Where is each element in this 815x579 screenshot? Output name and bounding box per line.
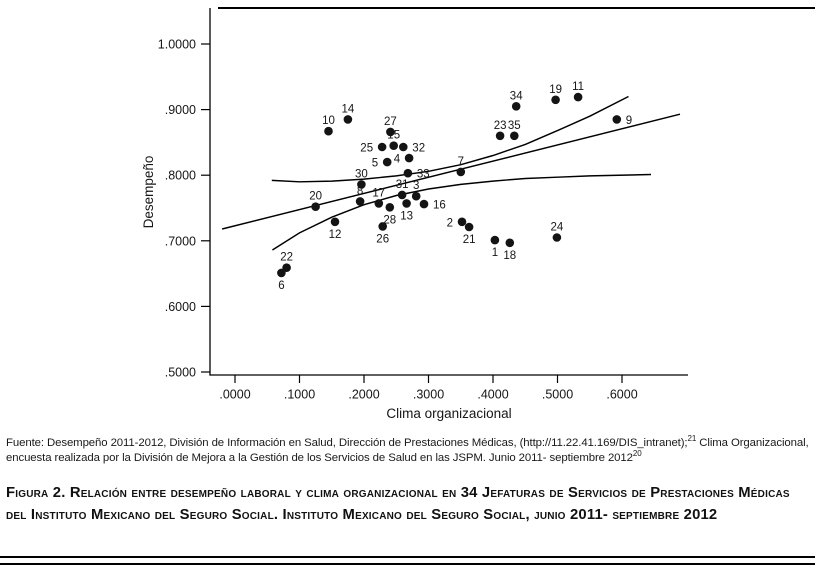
- y-tick-label: .6000: [165, 300, 196, 314]
- source-note: Fuente: Desempeño 2011-2012, División de…: [6, 434, 809, 466]
- data-point-1: [490, 235, 500, 245]
- data-point-18: [505, 238, 515, 248]
- x-axis-title: Clima organizacional: [386, 406, 511, 421]
- data-point-label-12: 12: [329, 229, 342, 241]
- data-point-12: [330, 217, 340, 227]
- data-point-label-5: 5: [372, 158, 378, 170]
- data-point-4: [404, 153, 414, 163]
- data-point-21: [464, 222, 474, 232]
- data-point-label-14: 14: [342, 103, 355, 115]
- data-point-35: [510, 131, 519, 141]
- x-tick-label: .3000: [413, 388, 444, 402]
- data-point-label-4: 4: [394, 154, 401, 166]
- bottom-rules: [0, 556, 815, 565]
- data-point-label-22: 22: [280, 252, 293, 264]
- data-point-7: [456, 167, 466, 177]
- data-point-24: [552, 233, 562, 242]
- data-point-label-6: 6: [278, 280, 284, 292]
- y-tick-label: .9000: [165, 103, 196, 117]
- lower-confidence-band: [272, 173, 652, 251]
- data-point-10: [324, 126, 333, 136]
- data-point-label-7: 7: [458, 156, 464, 168]
- x-tick-label: .5000: [542, 388, 573, 402]
- y-tick-label: .7000: [165, 234, 196, 248]
- top-rule: [218, 7, 815, 9]
- data-point-2: [457, 217, 467, 227]
- data-point-3: [411, 191, 421, 201]
- data-point-8: [355, 197, 365, 206]
- data-point-9: [612, 115, 622, 124]
- regression-line: [221, 113, 681, 230]
- data-point-label-10: 10: [322, 115, 335, 127]
- y-tick-label: 1.0000: [158, 38, 196, 52]
- data-point-15: [389, 141, 399, 150]
- data-point-17: [374, 199, 384, 208]
- data-point-label-24: 24: [551, 222, 564, 234]
- data-point-label-2: 2: [447, 217, 453, 229]
- data-point-label-19: 19: [549, 84, 562, 96]
- figure-caption: Figura 2. Relación entre desempeño labor…: [6, 485, 790, 524]
- data-point-label-27: 27: [384, 116, 397, 128]
- bottom-rule-thick: [0, 556, 815, 558]
- x-tick-label: .0000: [219, 388, 250, 402]
- data-point-label-1: 1: [492, 247, 498, 259]
- y-axis-title: Desempeño: [141, 156, 156, 229]
- data-point-34: [511, 102, 521, 111]
- source-note-superscript-2: 20: [632, 449, 642, 459]
- y-tick-label: .5000: [165, 366, 196, 380]
- data-point-label-20: 20: [309, 191, 322, 203]
- x-tick-label: .1000: [284, 388, 315, 402]
- data-point-33: [403, 168, 413, 178]
- upper-confidence-band: [271, 95, 629, 183]
- bottom-rule-thin: [0, 563, 815, 565]
- data-point-label-23: 23: [494, 120, 507, 132]
- data-point-13: [402, 199, 411, 208]
- data-point-32: [399, 142, 408, 152]
- data-point-label-11: 11: [572, 81, 584, 93]
- data-point-28: [385, 203, 395, 212]
- y-tick-label: .8000: [165, 169, 196, 183]
- data-point-label-34: 34: [510, 90, 523, 102]
- source-note-text-1: Fuente: Desempeño 2011-2012, División de…: [6, 437, 688, 449]
- data-point-27: [386, 127, 395, 137]
- data-point-19: [551, 95, 560, 105]
- scatter-plot-svg: 1.0000 .9000 .8000 .7000 .6000 .5000 .0000 .100…: [141, 8, 688, 421]
- data-point-16: [419, 199, 429, 209]
- scatter-chart: 1.0000 .9000 .8000 .7000 .6000 .5000 .0000 .100…: [141, 8, 688, 421]
- data-point-5: [382, 157, 392, 167]
- data-point-14: [343, 115, 353, 124]
- data-point-26: [378, 222, 388, 231]
- data-point-25: [377, 142, 387, 152]
- data-point-30: [357, 180, 366, 189]
- x-tick-label: .4000: [477, 388, 508, 402]
- data-point-31: [397, 190, 407, 200]
- data-point-20: [311, 202, 320, 211]
- x-tick-label: .2000: [348, 388, 379, 402]
- data-point-6: [277, 268, 286, 278]
- data-point-label-26: 26: [376, 233, 389, 245]
- source-note-text-2: Clima Organizacional, encuesta realizada…: [6, 437, 809, 465]
- data-point-label-32: 32: [412, 143, 425, 155]
- data-point-label-21: 21: [463, 234, 476, 246]
- data-point-label-25: 25: [360, 143, 373, 155]
- x-tick-label: .6000: [606, 388, 637, 402]
- data-point-23: [495, 131, 505, 141]
- data-point-22: [282, 263, 291, 273]
- data-point-label-16: 16: [433, 200, 446, 212]
- data-point-11: [573, 92, 583, 102]
- data-point-label-35: 35: [508, 120, 521, 132]
- data-point-label-13: 13: [400, 210, 413, 222]
- data-point-label-18: 18: [503, 250, 516, 262]
- data-point-label-33: 33: [417, 169, 430, 181]
- source-note-superscript-1: 21: [687, 434, 697, 444]
- data-point-label-8: 8: [357, 185, 363, 197]
- data-point-label-31: 31: [396, 179, 409, 191]
- data-point-label-17: 17: [372, 187, 385, 199]
- data-point-label-9: 9: [626, 115, 632, 127]
- data-point-label-30: 30: [355, 168, 368, 180]
- data-point-label-3: 3: [413, 180, 419, 192]
- page: 1.0000 .9000 .8000 .7000 .6000 .5000 .0000 .100…: [0, 7, 815, 565]
- data-point-label-28: 28: [383, 214, 396, 226]
